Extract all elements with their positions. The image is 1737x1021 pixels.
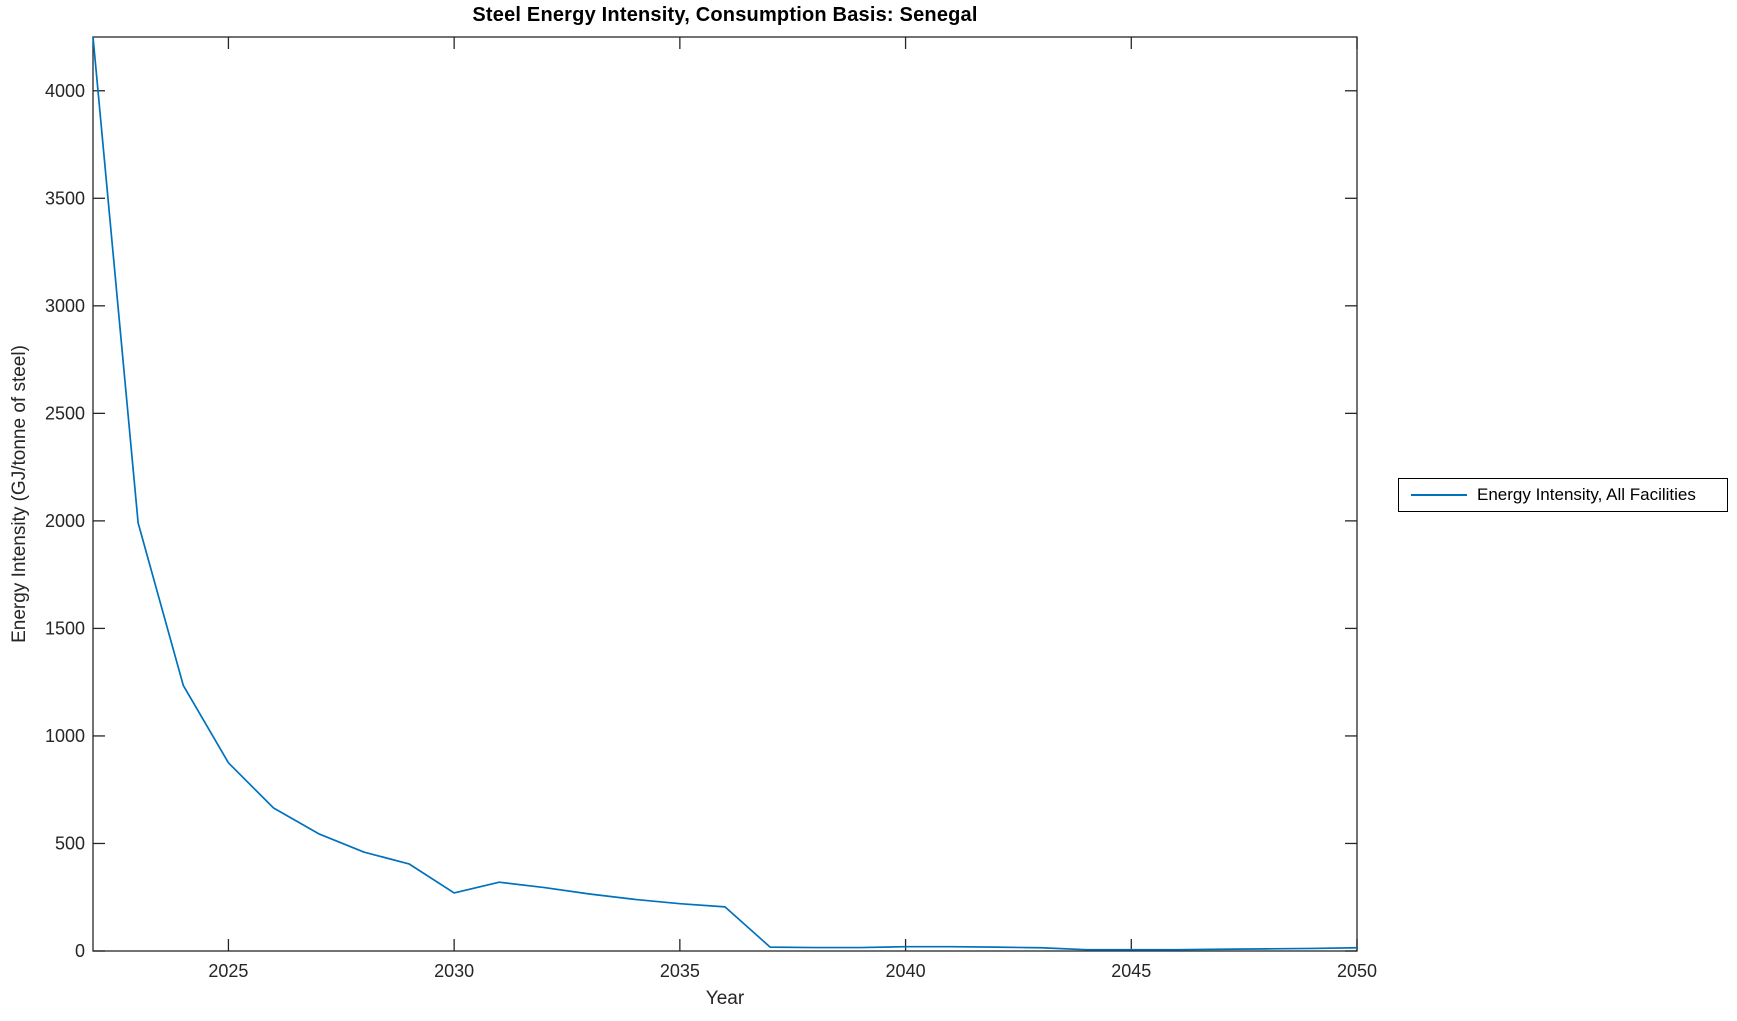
x-tick-label: 2025 [208,961,248,981]
y-axis-label: Energy Intensity (GJ/tonne of steel) [9,345,30,643]
x-tick-label: 2045 [1111,961,1151,981]
y-tick-label: 2500 [45,403,85,423]
chart-title: Steel Energy Intensity, Consumption Basi… [472,4,978,26]
legend: Energy Intensity, All Facilities [1398,478,1728,512]
x-axis-label: Year [705,988,745,1009]
y-tick-label: 500 [55,833,85,853]
x-tick-label: 2035 [660,961,700,981]
axes-box [92,36,1358,952]
y-tick-label: 3000 [45,296,85,316]
legend-item: Energy Intensity, All Facilities [1399,485,1727,505]
series-line [92,36,1358,951]
y-tick-label: 2000 [45,511,85,531]
legend-label: Energy Intensity, All Facilities [1477,485,1696,504]
x-tick-label: 2050 [1337,961,1377,981]
y-tick-label: 4000 [45,81,85,101]
legend-line-sample-icon [1411,494,1467,496]
y-tick-label: 1000 [45,726,85,746]
y-tick-label: 1500 [45,618,85,638]
y-tick-label: 0 [75,941,85,961]
x-tick-label: 2040 [886,961,926,981]
x-tick-label: 2030 [434,961,474,981]
y-tick-label: 3500 [45,188,85,208]
